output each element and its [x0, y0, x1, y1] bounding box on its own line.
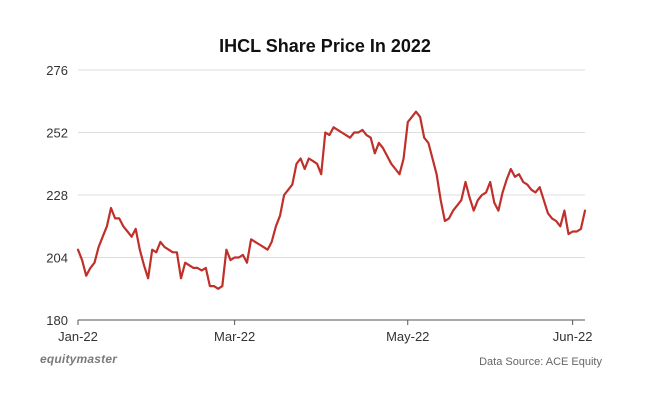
x-tick-label: Jun-22 [553, 329, 593, 344]
x-tick-label: Mar-22 [214, 329, 255, 344]
y-tick-label: 204 [46, 251, 68, 266]
y-tick-label: 252 [46, 126, 68, 141]
price-series-line [76, 110, 587, 290]
chart-title: IHCL Share Price In 2022 [219, 36, 431, 56]
brand-logo: equitymaster [40, 352, 118, 366]
x-tick-label: May-22 [386, 329, 429, 344]
data-source-note: Data Source: ACE Equity [479, 356, 602, 368]
y-tick-label: 276 [46, 63, 68, 78]
y-tick-label: 180 [46, 313, 68, 328]
x-tick-label: Jan-22 [58, 329, 98, 344]
y-tick-label: 228 [46, 188, 68, 203]
